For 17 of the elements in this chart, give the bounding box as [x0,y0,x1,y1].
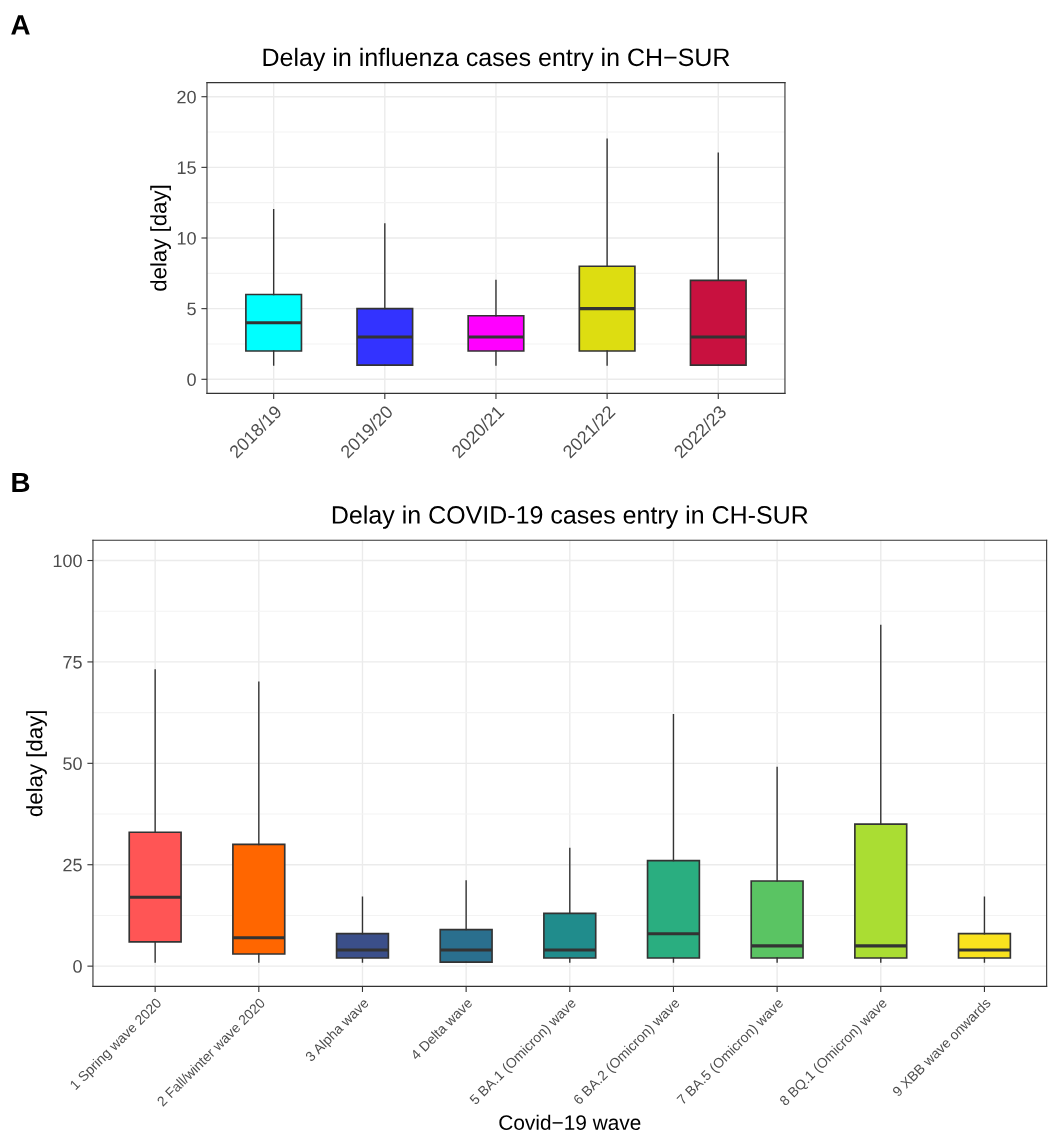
y-tick-label: 75 [63,656,82,669]
y-tick-label: 20 [177,90,196,104]
y-axis-title: delay [day] [150,185,171,291]
y-tick-label: 0 [187,373,196,387]
chart-title: Delay in influenza cases entry in CH−SUR [263,47,730,72]
text: A [11,15,30,35]
y-axis-title: delay [day] [26,711,47,817]
y-tick-label: 5 [187,302,196,316]
chart-title: Delay in COVID-19 cases entry in CH-SUR [332,505,808,529]
x-axis-title: Covid−19 wave [499,1114,641,1131]
y-tick-label: 100 [53,554,82,568]
y-tick-label: 25 [63,858,82,872]
y-tick-label: 15 [177,161,196,175]
y-tick-label: 0 [73,960,82,973]
y-tick-label: 50 [63,757,82,771]
text: B [12,472,30,493]
y-tick-label: 10 [177,231,196,245]
